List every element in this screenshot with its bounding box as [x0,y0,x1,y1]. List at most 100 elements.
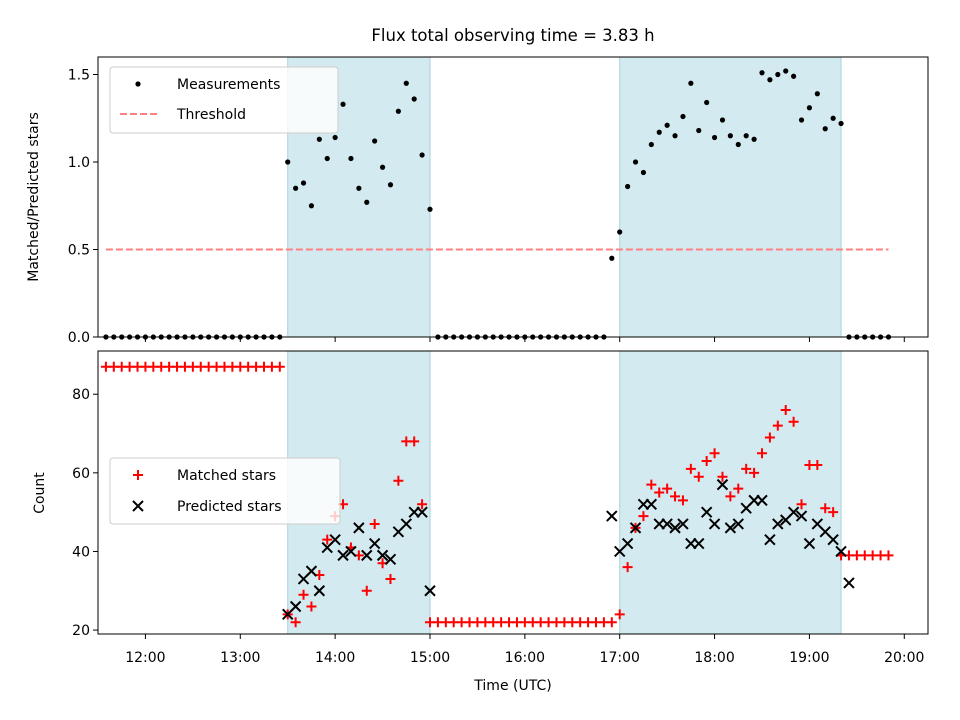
x-tick-label: 19:00 [789,650,829,666]
measurements-point [759,70,765,76]
measurements-point [308,203,315,209]
measurements-point [727,133,733,139]
predicted-stars-point [368,537,381,550]
measurements-point [625,183,631,190]
matched-stars-point [654,487,665,498]
predicted-stars-point [305,565,318,577]
measurements-point [775,71,781,78]
predicted-stars-point [669,522,681,534]
measurements-point [340,101,346,107]
matched-stars-point [772,420,783,431]
predicted-stars-point [289,600,302,613]
measurements-point [704,99,710,106]
matched-stars-point [622,562,633,573]
x-tick-label: 14:00 [315,650,355,666]
matched-stars-point [290,617,301,628]
measurements-point [411,96,417,102]
top-panel: 0.0 0.5 1.0 1.5 Matched/Predicted stars Mea… [26,56,929,346]
measurements-point [743,133,749,139]
matched-stars-point [780,404,791,415]
measurements-point [300,180,307,186]
predicted-stars-point [361,549,373,562]
measurements-point [735,141,741,148]
measurements-point [688,80,694,86]
matched-stars-point [638,511,649,522]
y-tick-label: 80 [72,387,90,403]
predicted-stars-point [716,478,729,491]
x-tick-label: 16:00 [505,650,545,666]
y-tick-label: 0.5 [68,243,90,259]
matched-stars-point [306,601,317,612]
predicted-stars-point [416,506,428,518]
predicted-stars-point [732,518,744,530]
top-panel-ylabel: Matched/Predicted stars [26,112,42,282]
measurements-point [696,127,702,134]
measurements-point [838,120,844,127]
legend-plus-marker [133,470,143,480]
measurements-point [372,138,378,144]
measurements-point [719,117,726,123]
legend-label-measurements: Measurements [177,77,280,93]
matched-stars-point [796,499,807,510]
predicted-stars-point [661,518,673,530]
measurements-point [814,91,820,97]
measurements-point [403,80,409,86]
measurements-point [379,164,386,170]
matched-stars-point [646,479,657,490]
matched-stars-point [606,617,617,628]
measurements-point [640,169,647,176]
predicted-stars-point [621,537,634,550]
measurements-point [830,115,836,121]
legend-dot-marker [135,81,141,87]
y-tick-label: 1.0 [68,155,90,171]
chart-title: Flux total observing time = 3.83 h [371,26,654,45]
predicted-stars-point [795,510,808,522]
matched-stars-point [749,467,760,478]
matched-stars-point [298,589,309,600]
matched-stars-point [701,456,712,467]
measurements-point [356,185,362,191]
x-tick-label: 13:00 [220,650,260,666]
measurements-point [791,73,797,79]
matched-stars-point [274,361,285,372]
measurements-point [648,141,654,148]
measurements-point [348,155,354,162]
predicted-stars-point [803,537,816,550]
measurements-point [617,229,623,235]
matched-stars-point [733,483,744,494]
x-tick-label: 20:00 [884,650,924,666]
predicted-stars-point [772,518,784,530]
top-panel-legend: Measurements Threshold [109,66,339,134]
matched-stars-point [709,448,720,459]
predicted-stars-point [700,506,713,518]
matched-stars-point [662,483,673,494]
x-tick-label: 12:00 [125,650,165,666]
matched-stars-point [614,609,625,620]
matched-stars-point [361,585,372,596]
measurements-point [324,155,330,162]
bottom-panel-frame [97,350,929,635]
predicted-stars-point [384,553,397,566]
measurements-point [664,122,670,128]
measurements-point [387,182,394,188]
predicted-stars-point [313,585,326,597]
matched-stars-point [670,491,681,502]
x-tick-label: 17:00 [600,650,640,666]
predicted-stars-point [376,549,389,562]
matched-stars-point [385,573,396,584]
matched-stars-point [812,459,823,470]
measurements-point [751,136,757,142]
matched-stars-point [417,499,428,510]
y-tick-label: 1.5 [68,68,90,84]
matched-stars-point [820,503,831,514]
predicted-stars-point [724,522,737,534]
matched-stars-point [764,432,775,443]
bottom-panel: 20 40 60 80 12:00 13:00 14:00 15:00 16:00 17:00 1… [32,350,929,694]
measurements-point [609,255,615,261]
legend-box [109,457,341,525]
predicted-stars-point [827,533,839,546]
matched-stars-point [717,471,728,482]
x-tick-label: 15:00 [410,650,450,666]
matched-stars-point [393,475,404,486]
predicted-stars-point [345,545,357,558]
